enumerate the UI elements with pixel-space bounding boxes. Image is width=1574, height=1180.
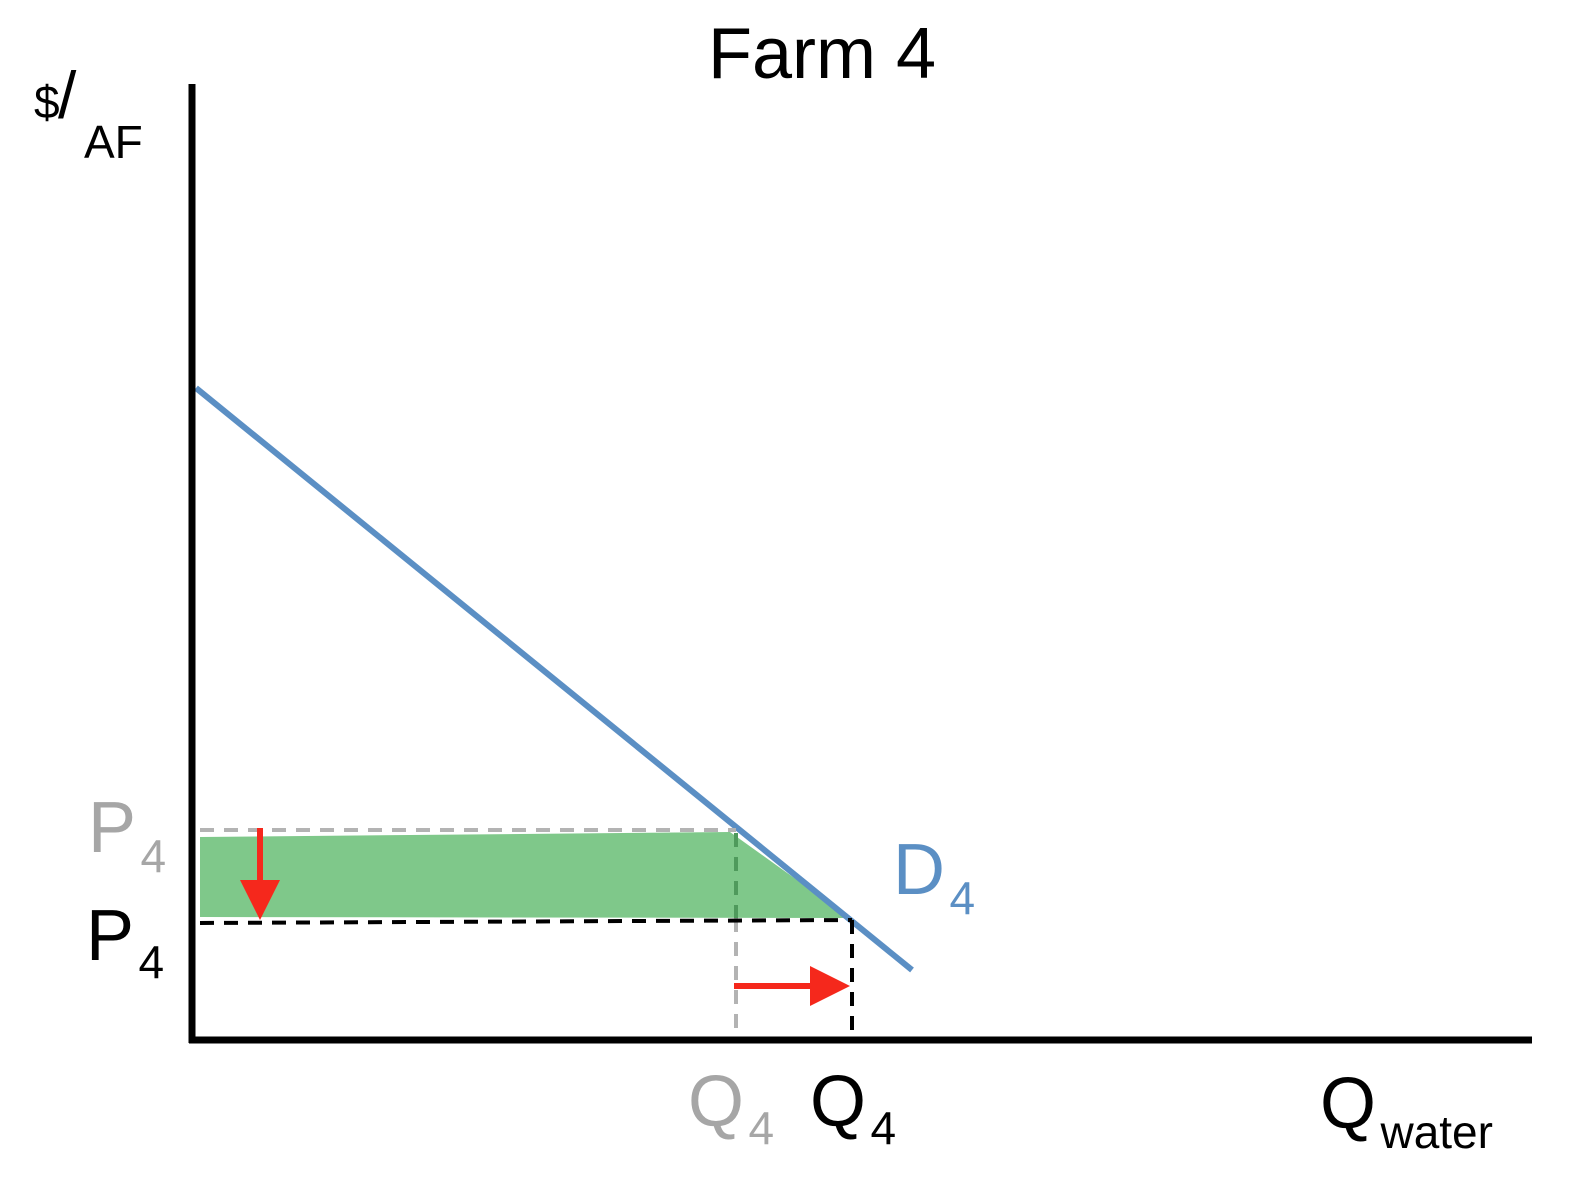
old-quantity-label: Q 4 (688, 1062, 774, 1154)
new-quantity-label-sub: 4 (870, 1102, 896, 1154)
y-axis-label: $ / AF (34, 58, 143, 168)
demand-curve-label: D 4 (893, 830, 975, 924)
surplus-area (200, 832, 850, 918)
y-axis-label-sub: AF (84, 116, 143, 168)
demand-curve (194, 385, 914, 973)
demand-curve-label-sub: 4 (949, 872, 975, 924)
old-price-label-main: P (88, 788, 136, 868)
y-axis-label-dollar: $ (34, 76, 60, 128)
y-axis-label-slash: / (58, 58, 77, 132)
chart-title: Farm 4 (708, 14, 936, 94)
x-axis-label: Q water (1320, 1064, 1493, 1158)
new-price-label: P 4 (86, 896, 164, 988)
price-decrease-arrow (240, 828, 280, 920)
new-price-label-sub: 4 (138, 936, 164, 988)
old-price-label: P 4 (88, 788, 166, 882)
x-axis-label-sub: water (1379, 1106, 1492, 1158)
x-axis-label-main: Q (1320, 1064, 1376, 1144)
new-quantity-label-main: Q (810, 1062, 866, 1142)
new-price-label-main: P (86, 896, 134, 976)
new-price-guide (199, 918, 853, 925)
old-quantity-label-main: Q (688, 1062, 744, 1142)
quantity-increase-arrow (734, 966, 850, 1006)
old-price-label-sub: 4 (140, 830, 166, 882)
old-quantity-label-sub: 4 (748, 1102, 774, 1154)
demand-curve-label-main: D (893, 830, 945, 910)
new-quantity-label: Q 4 (810, 1062, 896, 1154)
